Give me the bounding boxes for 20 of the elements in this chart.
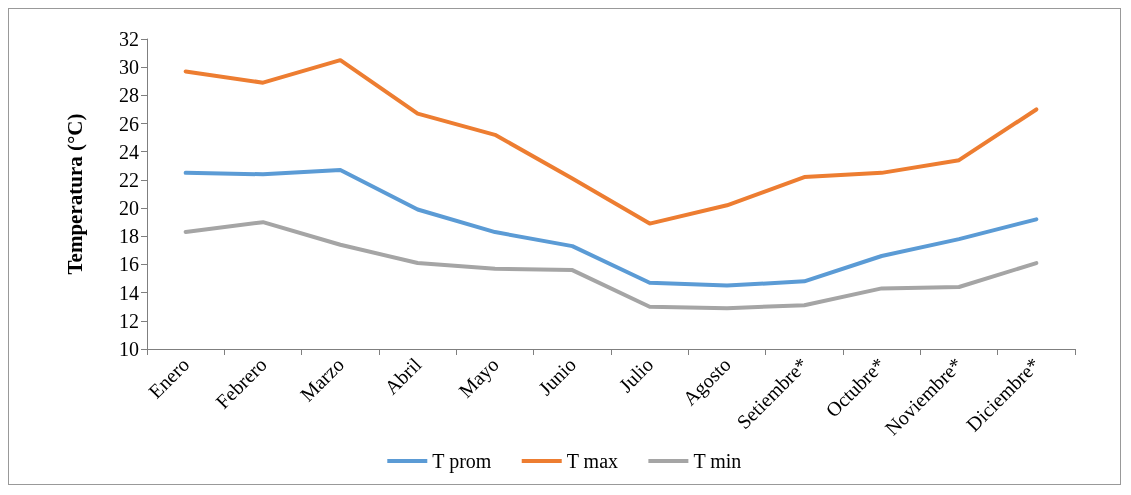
- y-tick-label: 10: [119, 338, 139, 360]
- y-tick-label: 22: [119, 168, 139, 191]
- legend-label: T max: [566, 450, 619, 472]
- y-tick-label: 14: [119, 281, 139, 304]
- y-tick-label: 26: [119, 112, 139, 135]
- y-tick-label: 28: [119, 84, 139, 107]
- y-tick-label: 16: [119, 253, 139, 276]
- line-series: [183, 168, 1039, 288]
- line-series: [183, 58, 1039, 226]
- y-tick-label: 32: [119, 28, 139, 50]
- x-tick-label: Julio: [614, 353, 658, 397]
- line-series: [183, 220, 1039, 311]
- y-tick-label: 20: [119, 197, 139, 220]
- y-tick-label: 12: [119, 309, 139, 332]
- legend-label: T min: [693, 450, 742, 472]
- y-tick-label: 24: [119, 140, 139, 163]
- y-tick-label: 18: [119, 225, 139, 248]
- y-axis-title: Temperatura (°C): [62, 113, 87, 275]
- y-tick-label: 30: [119, 56, 139, 79]
- legend-label: T prom: [432, 450, 492, 473]
